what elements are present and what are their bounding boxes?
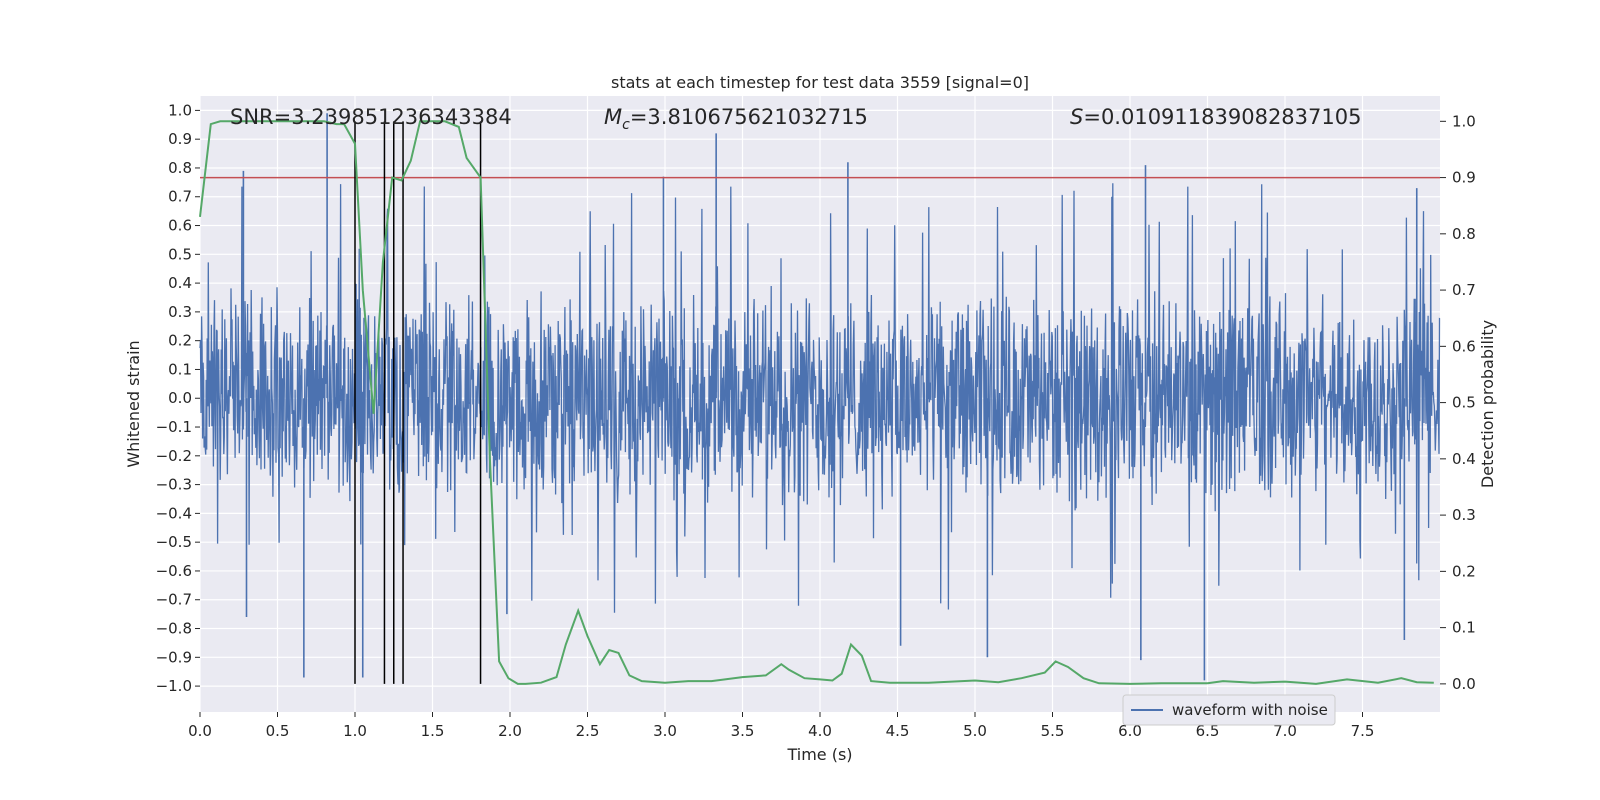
y-tick-label: −1.0: [156, 677, 192, 695]
y-tick-label: 0.3: [168, 303, 192, 321]
right-tick-label: 0.1: [1452, 619, 1476, 637]
y-tick-label: 0.9: [168, 130, 192, 148]
right-tick-label: 0.5: [1452, 394, 1476, 412]
chart-title: stats at each timestep for test data 355…: [611, 73, 1029, 92]
mc-value: =3.810675621032715: [630, 105, 868, 129]
y-tick-label: −0.7: [156, 591, 192, 609]
snr-annotation: SNR=3.239851236343384: [230, 105, 512, 129]
x-tick-label: 6.5: [1196, 722, 1220, 740]
x-axis-ticks: 0.0 0.5 1.0 1.5 2.0 2.5 3.0 3.5 4.0 4.5 5.0 5.5 6.0 6…: [188, 712, 1374, 740]
event-lines: [354, 121, 482, 684]
y-tick-label: 0.5: [168, 245, 192, 263]
right-tick-label: 0.0: [1452, 675, 1476, 693]
x-tick-label: 0.0: [188, 722, 212, 740]
y-tick-label: −0.9: [156, 648, 192, 666]
y-tick-label: −0.5: [156, 533, 192, 551]
right-tick-label: 0.8: [1452, 225, 1476, 243]
y-axis-label: Whitened strain: [124, 340, 143, 467]
s-value: =0.010911839082837105: [1083, 105, 1361, 129]
x-tick-label: 4.0: [808, 722, 832, 740]
y-tick-label: −0.8: [156, 620, 192, 638]
x-tick-label: 4.5: [886, 722, 910, 740]
y-tick-label: 0.0: [168, 389, 192, 407]
s-annotation: S=0.010911839082837105: [1070, 105, 1361, 129]
legend: waveform with noise: [1122, 694, 1336, 726]
x-tick-label: 3.5: [731, 722, 755, 740]
y-tick-label: 1.0: [168, 101, 192, 119]
right-axis-label: Detection probability: [1478, 320, 1497, 488]
y-tick-label: 0.2: [168, 332, 192, 350]
probability-series: [199, 120, 1434, 685]
y-tick-label: 0.6: [168, 217, 192, 235]
right-tick-label: 0.6: [1452, 337, 1476, 355]
x-tick-label: 5.5: [1041, 722, 1065, 740]
right-tick-label: 0.9: [1452, 169, 1476, 187]
mc-symbol: M: [604, 105, 622, 129]
right-tick-label: 1.0: [1452, 112, 1476, 130]
chirp-mass-annotation: Mc=3.810675621032715: [604, 105, 868, 133]
probability-line: [199, 120, 1434, 685]
right-axis-ticks: 1.0 0.9 0.8 0.7 0.6 0.5 0.4 0.3 0.2 0.1 0.0: [1440, 112, 1476, 693]
y-axis-ticks: 1.0 0.9 0.8 0.7 0.6 0.5 0.4 0.3 0.2 0.1 0.0 −0.1 −0.…: [156, 101, 200, 695]
x-tick-label: 6.0: [1118, 722, 1142, 740]
s-symbol: S: [1070, 105, 1083, 129]
y-tick-label: −0.6: [156, 562, 192, 580]
x-axis-label: Time (s): [786, 745, 852, 764]
y-tick-label: −0.2: [156, 447, 192, 465]
y-tick-label: 0.8: [168, 159, 192, 177]
x-tick-label: 3.0: [653, 722, 677, 740]
mc-subscript: c: [622, 117, 630, 133]
right-tick-label: 0.7: [1452, 281, 1476, 299]
right-tick-label: 0.4: [1452, 450, 1476, 468]
x-tick-label: 2.0: [498, 722, 522, 740]
x-tick-label: 7.0: [1273, 722, 1297, 740]
y-tick-label: −0.4: [156, 504, 192, 522]
x-tick-label: 5.0: [963, 722, 987, 740]
x-tick-label: 7.5: [1351, 722, 1375, 740]
x-tick-label: 0.5: [266, 722, 290, 740]
x-tick-label: 1.0: [343, 722, 367, 740]
right-tick-label: 0.3: [1452, 506, 1476, 524]
waveform-line: [199, 183, 1441, 613]
x-tick-label: 1.5: [421, 722, 445, 740]
x-tick-label: 2.5: [576, 722, 600, 740]
y-tick-label: 0.1: [168, 360, 192, 378]
legend-entry: waveform with noise: [1172, 701, 1328, 719]
right-tick-label: 0.2: [1452, 562, 1476, 580]
y-tick-label: 0.4: [168, 274, 192, 292]
y-tick-label: −0.3: [156, 476, 192, 494]
legend-box: [1122, 694, 1336, 726]
waveform-series: [199, 113, 1441, 681]
y-tick-label: −0.1: [156, 418, 192, 436]
y-tick-label: 0.7: [168, 188, 192, 206]
